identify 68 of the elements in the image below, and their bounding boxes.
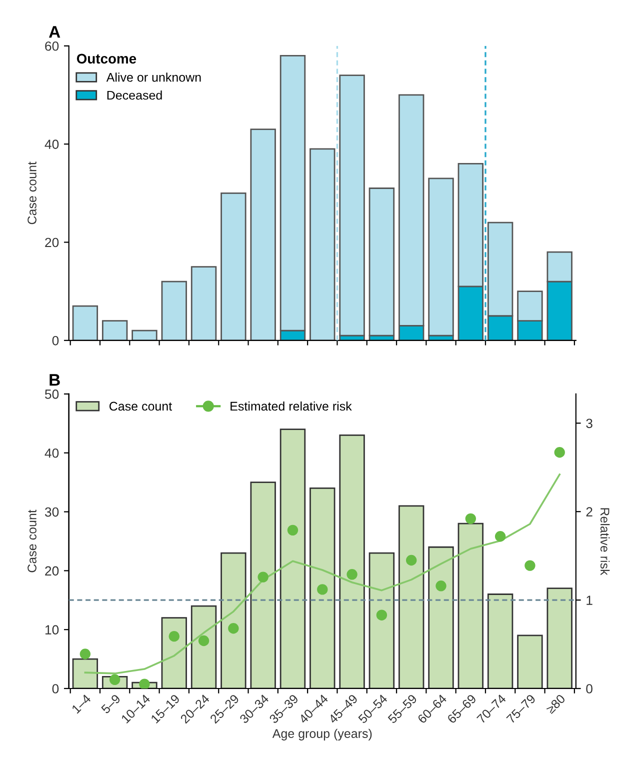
- bar: [487, 594, 514, 688]
- x-tick-label: ≥80: [545, 694, 566, 714]
- bar: [310, 488, 336, 688]
- chart-title: A: [48, 26, 60, 38]
- y-tick-label: 0: [52, 336, 59, 346]
- y-tick-label: 40: [44, 140, 59, 149]
- bar: [428, 546, 454, 688]
- chart-title: B: [50, 374, 60, 386]
- point: [228, 623, 239, 634]
- point: [198, 635, 210, 646]
- bar: [250, 482, 276, 688]
- bar: [398, 505, 424, 688]
- bar: [190, 605, 217, 688]
- point: [436, 580, 446, 592]
- y-tick-label: 30: [44, 507, 59, 517]
- legend-label: Alive or unknown: [106, 72, 201, 82]
- legend-label: Case count: [109, 402, 172, 411]
- y-tick-label: 10: [45, 625, 59, 635]
- bar: [161, 617, 187, 688]
- y-tick-label: 20: [45, 238, 59, 248]
- bar: [368, 552, 395, 688]
- legend-title: Outcome: [76, 54, 136, 64]
- y-tick-label: 60: [45, 41, 59, 51]
- bar: [190, 266, 217, 340]
- bar: [220, 552, 246, 688]
- point: [258, 572, 268, 582]
- bar: [428, 178, 454, 336]
- bar: [161, 280, 187, 340]
- y2-tick-label: 2: [586, 507, 592, 516]
- y-axis-title: Case count: [28, 162, 36, 224]
- point: [346, 569, 358, 580]
- y-tick-label: 50: [44, 390, 59, 399]
- y-tick-label: 40: [44, 448, 59, 458]
- bar: [72, 658, 98, 688]
- y-tick-label: 20: [45, 566, 59, 576]
- bar: [132, 330, 158, 340]
- bar: [339, 434, 365, 688]
- bar: [72, 305, 98, 340]
- bar: [458, 522, 484, 688]
- legend-label: Estimated relative risk: [230, 401, 352, 411]
- y2-tick-label: 0: [586, 684, 592, 694]
- bar: [250, 128, 276, 340]
- point: [168, 630, 180, 642]
- point: [317, 584, 328, 595]
- y-axis-title: Case count: [28, 510, 36, 572]
- x-tick-label: 5–9: [100, 694, 121, 714]
- bar: [220, 192, 246, 340]
- y2-tick-label: 1: [586, 596, 592, 605]
- y2-tick-label: 3: [586, 418, 592, 428]
- point: [376, 610, 388, 620]
- bar: [517, 634, 543, 688]
- point: [80, 648, 91, 660]
- point: [406, 554, 417, 566]
- point: [524, 560, 536, 571]
- legend-label: Deceased: [107, 90, 162, 100]
- y-tick-label: 0: [52, 684, 59, 694]
- bar: [102, 320, 128, 340]
- point: [494, 531, 506, 542]
- bar: [546, 588, 572, 688]
- point: [465, 513, 476, 524]
- point: [139, 678, 150, 688]
- bar: [280, 428, 306, 688]
- y2-axis-title: Relative risk: [600, 508, 610, 576]
- point: [287, 524, 298, 536]
- point: [554, 446, 565, 458]
- x-tick-label: 1–4: [71, 694, 92, 714]
- x-axis-title: Age group (years): [272, 728, 372, 740]
- bar: [368, 188, 395, 336]
